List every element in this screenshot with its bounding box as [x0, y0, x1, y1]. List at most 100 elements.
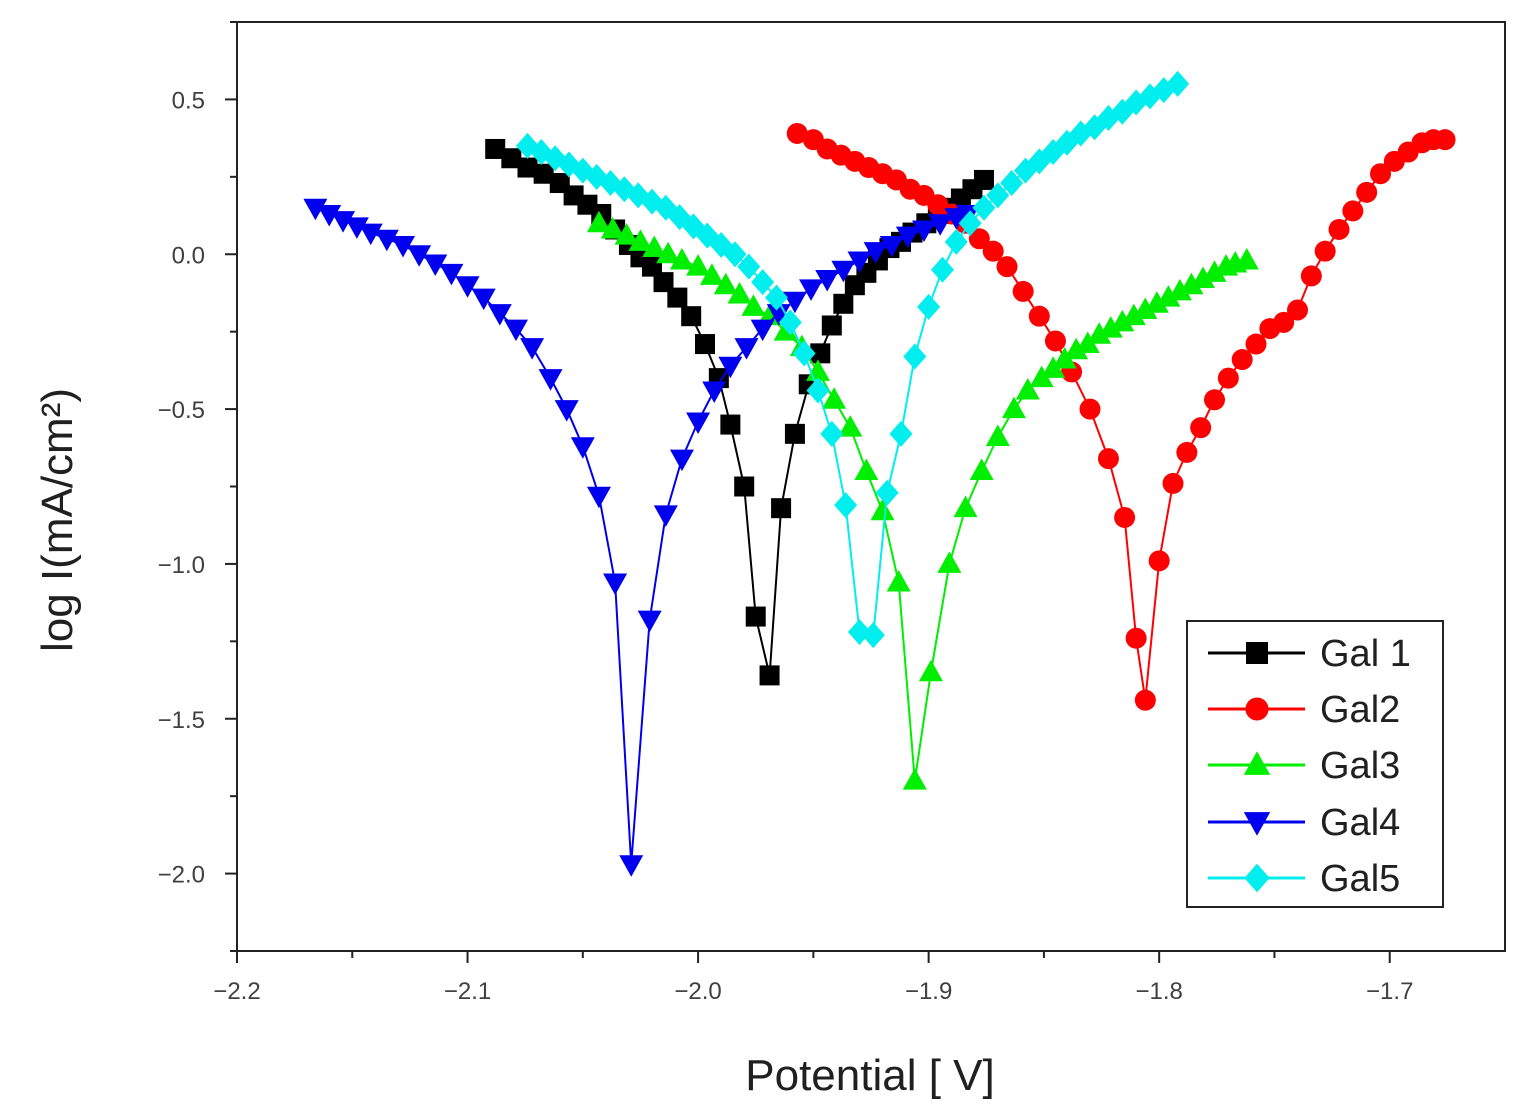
data-point: [968, 228, 990, 250]
data-point: [766, 304, 791, 326]
data-point: [695, 334, 716, 355]
data-point: [455, 276, 480, 298]
data-point: [1231, 349, 1253, 371]
x-tick-label: −1.9: [905, 978, 952, 1005]
data-point: [918, 659, 943, 682]
data-point: [570, 437, 595, 459]
data-point: [603, 573, 628, 595]
data-point: [879, 235, 904, 258]
data-point: [838, 415, 863, 437]
data-point: [886, 569, 911, 592]
data-point: [344, 217, 369, 239]
data-point: [485, 138, 506, 159]
data-point: [1029, 365, 1054, 388]
data-point: [317, 204, 342, 227]
x-axis-title: Potential [ V]: [745, 1051, 994, 1100]
data-point: [1144, 291, 1169, 313]
series-gal3: [586, 210, 1259, 790]
legend-marker: [1244, 863, 1270, 893]
data-point: [1166, 70, 1190, 97]
data-point: [681, 306, 702, 327]
data-point: [1162, 472, 1184, 494]
data-point: [533, 163, 554, 184]
series-gal2: [786, 122, 1456, 711]
data-point: [815, 270, 840, 292]
data-point: [1370, 163, 1392, 185]
data-point: [737, 253, 761, 280]
y-axis-title: log I(mA/cm²): [33, 388, 82, 652]
data-point: [628, 229, 653, 251]
data-point: [759, 665, 780, 686]
data-point: [1041, 356, 1066, 378]
data-point: [1125, 627, 1147, 649]
data-point: [358, 223, 383, 246]
y-tick-label: 0.5: [172, 87, 205, 114]
data-point: [985, 424, 1010, 446]
legend-marker: [1243, 812, 1271, 836]
data-point: [861, 622, 885, 649]
data-point: [831, 260, 856, 283]
data-point: [782, 291, 807, 314]
data-point: [669, 247, 694, 270]
data-point: [833, 293, 854, 314]
data-point: [778, 309, 802, 336]
legend-marker: [1243, 751, 1271, 775]
data-point: [784, 423, 805, 444]
data-point: [847, 251, 872, 273]
data-point: [972, 194, 996, 221]
x-tick-label: −1.8: [1135, 978, 1182, 1005]
data-point: [439, 263, 464, 286]
data-point: [986, 182, 1010, 209]
data-point: [902, 768, 927, 790]
data-point: [1176, 441, 1198, 463]
data-point: [1190, 417, 1212, 439]
data-point: [741, 294, 766, 316]
data-point: [1314, 240, 1336, 262]
legend-label: Gal 1: [1320, 633, 1411, 675]
data-point: [554, 400, 579, 422]
data-point: [501, 148, 522, 169]
data-point: [614, 223, 639, 245]
data-point: [1052, 347, 1077, 369]
data-point: [1202, 260, 1227, 282]
data-point: [903, 343, 927, 370]
data-point: [653, 272, 674, 293]
data-point: [1098, 316, 1123, 338]
data-point: [1300, 265, 1322, 287]
data-point: [686, 254, 711, 276]
data-point: [727, 282, 752, 304]
data-point: [969, 458, 994, 481]
data-point: [822, 387, 847, 409]
data-point: [503, 319, 528, 342]
data-point: [937, 551, 962, 573]
data-point: [667, 287, 688, 308]
data-point: [1110, 309, 1135, 332]
data-point: [1097, 448, 1119, 470]
data-point: [982, 240, 1004, 262]
data-point: [1121, 303, 1146, 326]
data-point: [912, 220, 937, 242]
data-point: [944, 228, 968, 255]
data-point: [996, 256, 1018, 278]
data-point: [792, 340, 816, 367]
x-tick-label: −2.0: [674, 978, 721, 1005]
data-point: [1134, 689, 1156, 711]
y-tick-label: −2.0: [158, 862, 205, 889]
data-point: [958, 210, 982, 237]
data-point: [1075, 331, 1100, 354]
data-point: [1273, 311, 1295, 333]
x-tick-label: −1.7: [1366, 978, 1413, 1005]
data-point: [718, 356, 743, 379]
data-point: [953, 495, 978, 518]
data-point: [1012, 280, 1034, 302]
data-point: [390, 235, 415, 258]
data-point: [771, 498, 792, 519]
legend-label: Gal3: [1320, 745, 1400, 787]
data-point: [834, 492, 858, 519]
data-point: [723, 241, 747, 268]
x-tick-label: −2.2: [213, 978, 260, 1005]
data-point: [863, 242, 888, 264]
data-point: [810, 343, 831, 364]
data-point: [586, 210, 611, 233]
